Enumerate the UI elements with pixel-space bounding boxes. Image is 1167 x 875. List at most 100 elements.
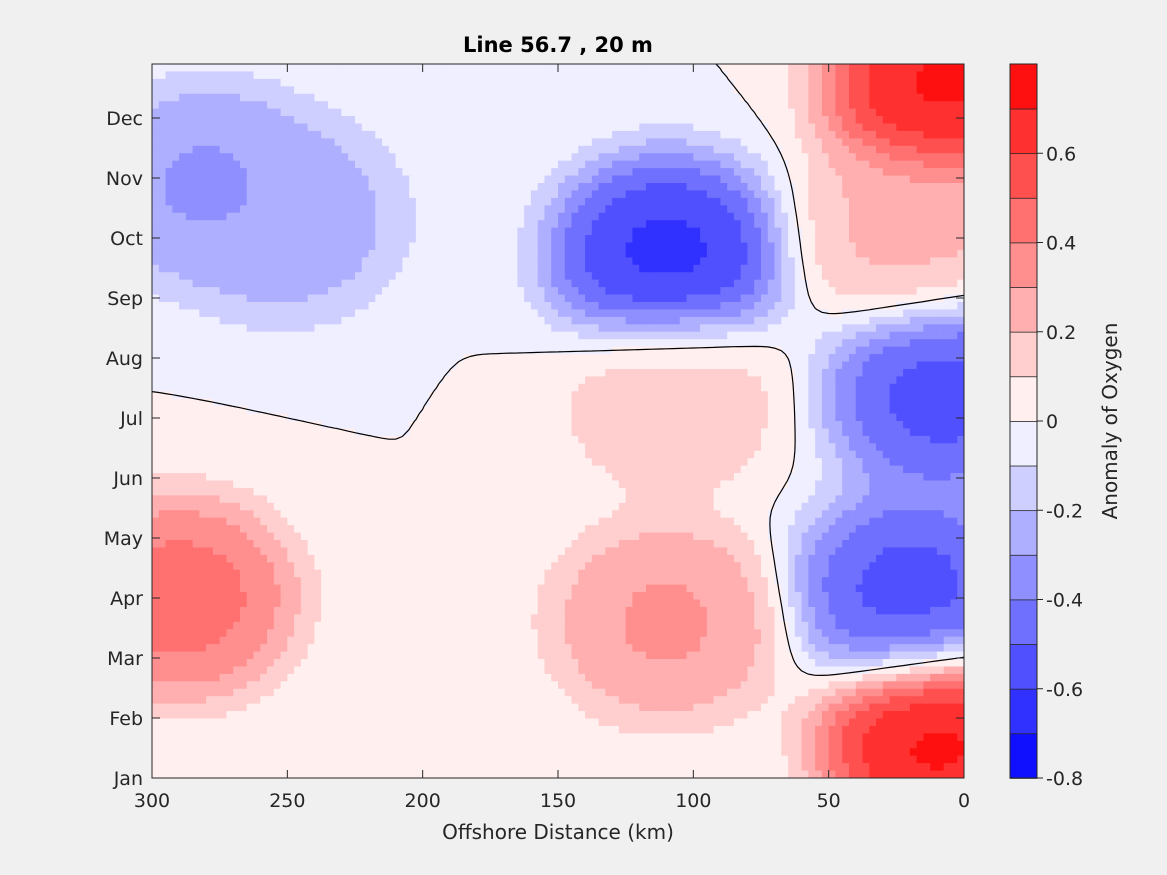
contour-cell: [645, 93, 654, 102]
contour-cell: [429, 257, 437, 266]
contour-cell: [713, 130, 721, 139]
contour-cell: [936, 205, 945, 214]
contour-cell: [470, 108, 478, 117]
contour-cell: [463, 212, 471, 221]
contour-cell: [889, 309, 897, 318]
contour-cell: [842, 309, 850, 318]
contour-cell: [564, 168, 573, 177]
contour-cell: [679, 145, 688, 154]
contour-cell: [334, 287, 343, 296]
contour-cell: [571, 220, 579, 229]
contour-cell: [713, 235, 721, 244]
contour-cell: [442, 279, 451, 288]
contour-cell: [327, 175, 336, 184]
contour-cell: [713, 160, 721, 169]
contour-cell: [713, 302, 721, 311]
contour-cell: [618, 64, 627, 73]
contour-cell: [767, 264, 776, 273]
contour-cell: [930, 101, 938, 110]
contour-cell: [652, 309, 661, 318]
contour-cell: [341, 264, 349, 273]
contour-cell: [612, 227, 620, 236]
contour-cell: [327, 183, 336, 192]
contour-cell: [855, 153, 864, 162]
contour-cell: [666, 145, 674, 154]
contour-cell: [300, 138, 309, 147]
contour-cell: [361, 175, 370, 184]
contour-cell: [185, 108, 194, 117]
contour-cell: [327, 86, 336, 95]
contour-cell: [158, 339, 167, 348]
contour-cell: [855, 249, 864, 258]
contour-cell: [605, 368, 613, 377]
contour-cell: [327, 361, 336, 370]
contour-cell: [551, 71, 559, 80]
contour-cell: [889, 220, 897, 229]
contour-cell: [835, 302, 843, 311]
contour-cell: [294, 331, 302, 340]
contour-cell: [503, 309, 512, 318]
contour-cell: [287, 302, 295, 311]
contour-cell: [747, 227, 755, 236]
contour-cell: [510, 331, 518, 340]
contour-cell: [361, 361, 370, 370]
contour-cell: [483, 354, 491, 363]
contour-cell: [564, 272, 573, 281]
contour-cell: [788, 175, 796, 184]
contour-cell: [192, 123, 200, 132]
contour-cell: [267, 160, 275, 169]
contour-cell: [761, 175, 769, 184]
contour-cell: [828, 153, 837, 162]
contour-cell: [774, 175, 782, 184]
contour-cell: [720, 71, 728, 80]
contour-cell: [348, 212, 356, 221]
contour-cell: [862, 86, 870, 95]
contour-cell: [571, 294, 579, 303]
contour-cell: [355, 190, 363, 199]
contour-cell: [936, 78, 945, 87]
contour-cell: [246, 205, 255, 214]
contour-cell: [537, 153, 546, 162]
contour-cell: [794, 86, 803, 95]
contour-cell: [740, 235, 749, 244]
contour-cell: [855, 361, 864, 370]
contour-cell: [788, 346, 796, 355]
contour-cell: [578, 71, 586, 80]
contour-cell: [273, 324, 282, 333]
contour-cell: [639, 368, 647, 377]
contour-cell: [327, 197, 336, 206]
contour-cell: [449, 168, 458, 177]
contour-cell: [909, 93, 918, 102]
contour-cell: [544, 242, 552, 251]
contour-cell: [957, 123, 964, 132]
contour-cell: [564, 257, 573, 266]
contour-cell: [564, 197, 573, 206]
contour-cell: [165, 116, 173, 125]
contour-cell: [558, 249, 566, 258]
contour-cell: [165, 316, 173, 325]
contour-cell: [503, 249, 512, 258]
contour-cell: [571, 324, 579, 333]
contour-cell: [659, 64, 667, 73]
contour-cell: [585, 249, 593, 258]
contour-cell: [767, 183, 776, 192]
contour-cell: [788, 138, 796, 147]
contour-cell: [490, 116, 498, 125]
contour-cell: [733, 339, 742, 348]
contour-cell: [165, 339, 173, 348]
contour-cell: [172, 361, 180, 370]
contour-cell: [537, 108, 546, 117]
contour-cell: [253, 153, 261, 162]
contour-cell: [862, 197, 870, 206]
contour-cell: [355, 116, 363, 125]
contour-cell: [246, 235, 255, 244]
contour-cell: [788, 123, 796, 132]
contour-cell: [497, 183, 505, 192]
contour-cell: [253, 205, 261, 214]
contour-cell: [348, 279, 356, 288]
contour-cell: [666, 93, 674, 102]
contour-cell: [442, 294, 451, 303]
contour-cell: [483, 257, 491, 266]
contour-cell: [869, 242, 877, 251]
contour-cell: [645, 108, 654, 117]
